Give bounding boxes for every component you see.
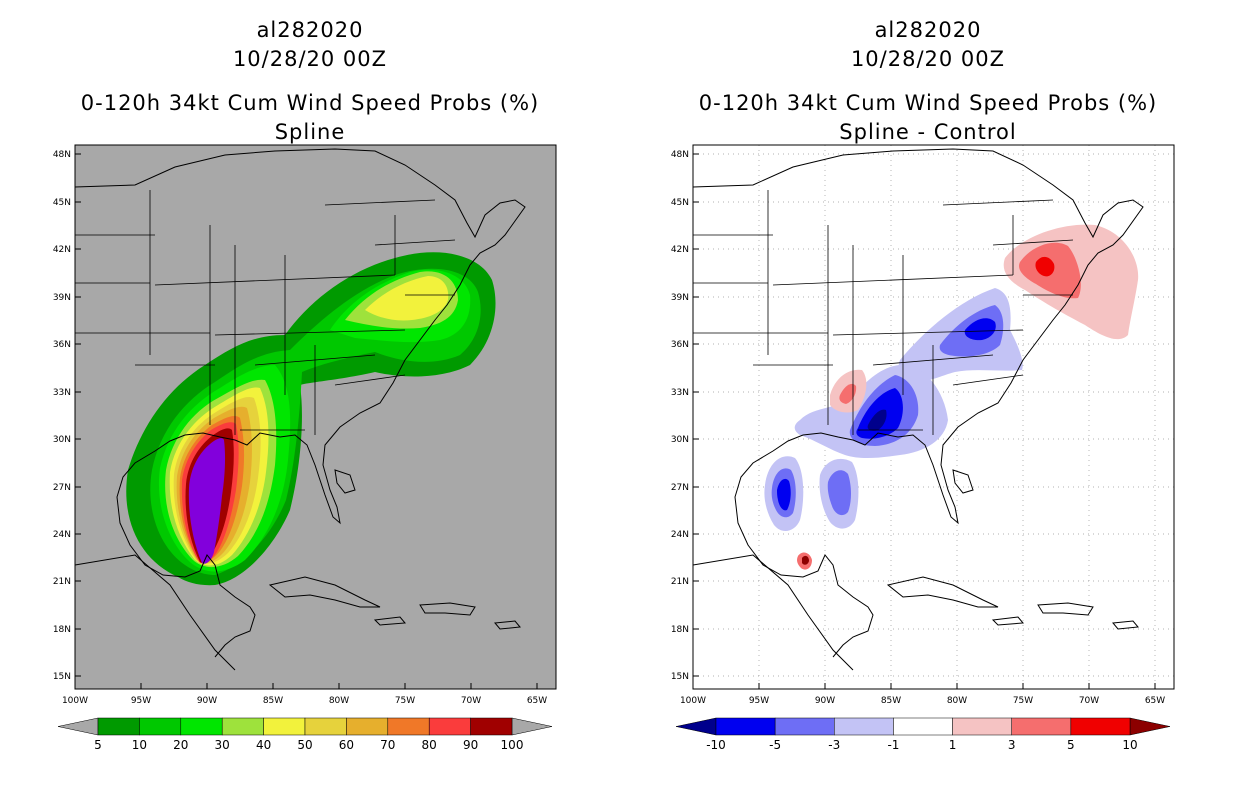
colorbar-label: 90 — [463, 738, 478, 752]
right-subtitle: Spline - Control — [839, 120, 1017, 144]
colorbar-swatch — [428, 717, 471, 736]
lat-label: 21N — [53, 577, 71, 587]
prob-contour-100 — [188, 438, 226, 564]
lat-label: 48N — [53, 150, 71, 160]
mexico-coast — [75, 554, 236, 671]
left-storm-id: al282020 — [256, 18, 364, 42]
left-lon-labels: 100W 95W 90W 85W 80W 75W 70W 65W — [62, 683, 547, 706]
colorbar-label: 100 — [501, 738, 524, 752]
state-border — [334, 374, 406, 386]
left-probability-field — [126, 252, 496, 586]
lat-label: 15N — [53, 672, 71, 682]
lat-label: 42N — [53, 245, 71, 255]
lon-label: 90W — [197, 696, 217, 706]
colorbar-label: 60 — [339, 738, 354, 752]
lat-label: 18N — [53, 625, 71, 635]
lat-label: 27N — [53, 483, 71, 493]
left-colorbar: 5 10 20 30 40 50 60 70 80 90 100 — [57, 717, 553, 752]
lat-label: 30N — [53, 435, 71, 445]
left-geography — [75, 148, 526, 671]
island-outline — [268, 576, 381, 608]
state-border — [324, 199, 436, 206]
lat-label: 36N — [53, 340, 71, 350]
lon-label: 75W — [395, 696, 415, 706]
left-subtitle: Spline — [274, 120, 346, 144]
lat-label: 33N — [53, 388, 71, 398]
colorbar-swatch — [346, 717, 389, 736]
island-outline — [373, 616, 407, 626]
left-datetime: 10/28/20 00Z — [232, 47, 388, 71]
colorbar-label: 80 — [422, 738, 437, 752]
left-product-title: 0-120h 34kt Cum Wind Speed Probs (%) — [80, 91, 540, 115]
left-map-background — [75, 145, 556, 689]
colorbar-label: 5 — [94, 738, 102, 752]
colorbar-label: 20 — [173, 738, 188, 752]
lat-label: 45N — [53, 198, 71, 208]
island-outline — [334, 469, 356, 494]
lon-label: 100W — [62, 696, 88, 706]
lon-label: 80W — [329, 696, 349, 706]
colorbar-label: 10 — [132, 738, 147, 752]
colorbar-swatch — [387, 717, 430, 736]
right-product-title: 0-120h 34kt Cum Wind Speed Probs (%) — [698, 91, 1158, 115]
coastline — [75, 148, 526, 658]
lon-label: 85W — [263, 696, 283, 706]
colorbar-label: 40 — [256, 738, 271, 752]
colorbar-label: 50 — [297, 738, 312, 752]
lon-label: 65W — [527, 696, 547, 706]
state-border — [254, 354, 376, 366]
colorbar-label: 30 — [215, 738, 230, 752]
state-border — [214, 329, 406, 336]
left-lat-labels: 48N 45N 42N 39N 36N 33N 30N 27N 24N 21N 18N 15N — [53, 150, 81, 682]
island-outline — [494, 620, 521, 630]
colorbar-swatch — [180, 717, 223, 736]
lat-label: 24N — [53, 530, 71, 540]
state-border — [374, 239, 456, 246]
lon-label: 95W — [131, 696, 151, 706]
right-datetime: 10/28/20 00Z — [850, 47, 1006, 71]
colorbar-swatch — [97, 717, 140, 736]
lat-label: 39N — [53, 293, 71, 303]
colorbar-swatch — [470, 717, 513, 736]
left-panel-title: al282020 10/28/20 00Z 0-120h 34kt Cum Wi… — [60, 16, 560, 147]
colorbar-arrow-left — [57, 717, 99, 736]
colorbar-arrow-right — [511, 717, 553, 736]
colorbar-swatch — [263, 717, 306, 736]
island-outline — [419, 602, 476, 616]
colorbar-swatch — [139, 717, 182, 736]
colorbar-label: 70 — [380, 738, 395, 752]
colorbar-swatch — [304, 717, 347, 736]
right-storm-id: al282020 — [874, 18, 982, 42]
state-border — [154, 274, 396, 286]
lon-label: 70W — [461, 696, 481, 706]
colorbar-swatch — [221, 717, 264, 736]
left-map-frame — [74, 144, 557, 690]
right-panel-title: al282020 10/28/20 00Z 0-120h 34kt Cum Wi… — [678, 16, 1178, 147]
